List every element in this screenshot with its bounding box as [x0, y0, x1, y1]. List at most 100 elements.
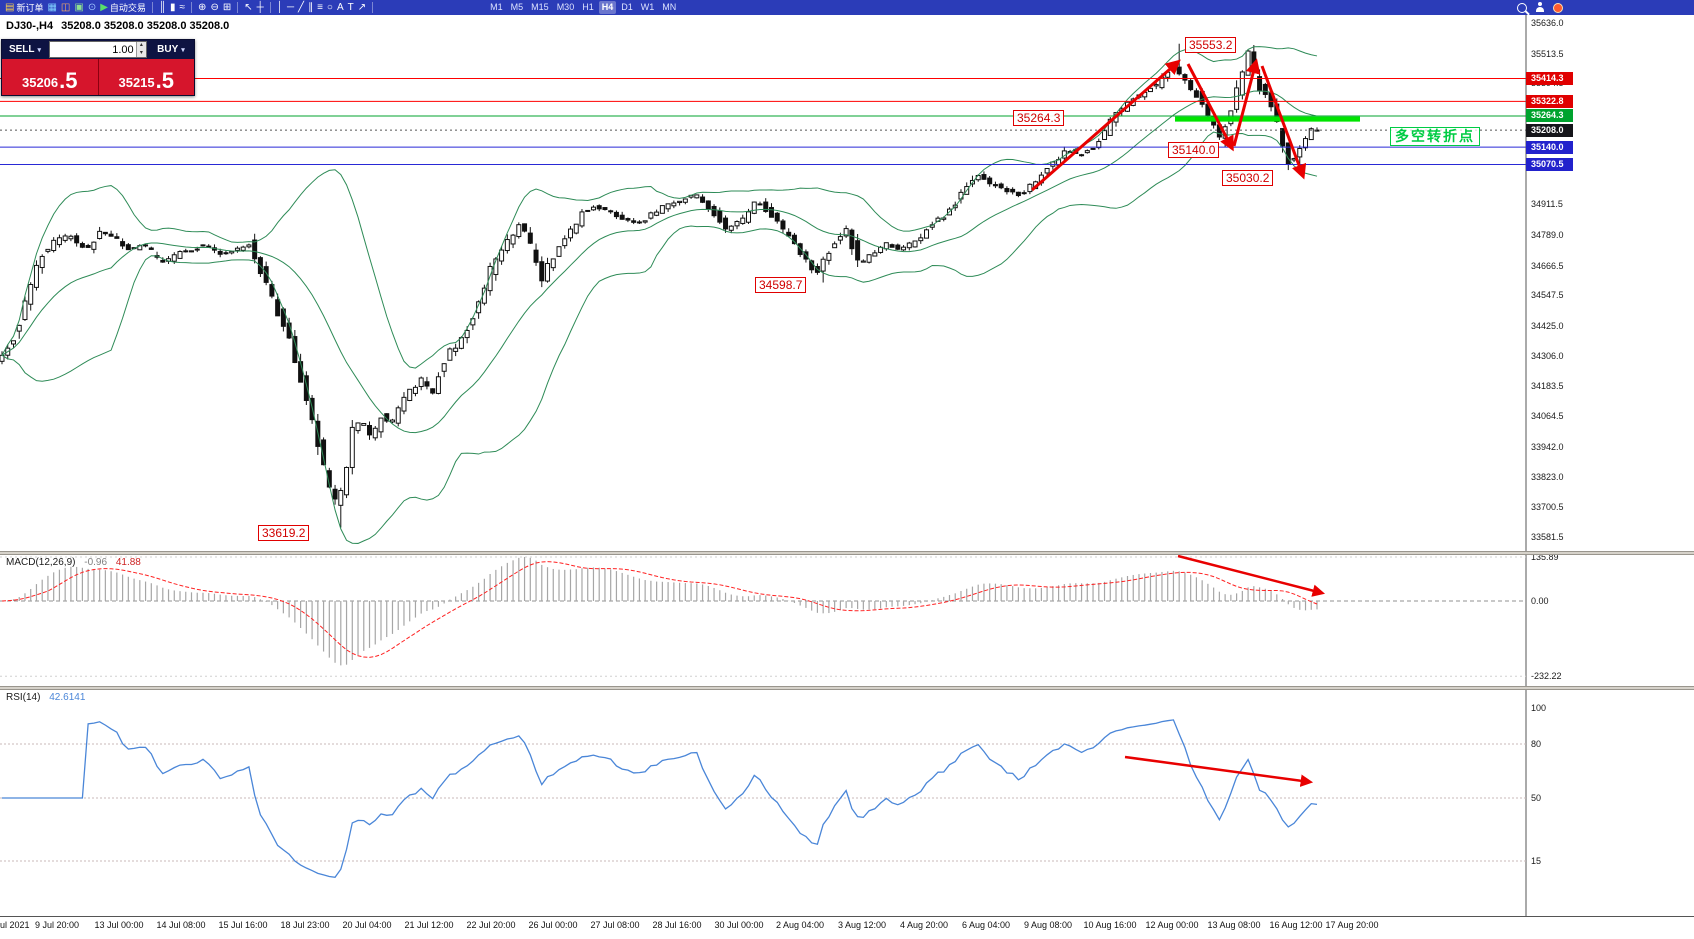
- timeframe-M15[interactable]: M15: [531, 2, 549, 12]
- candle-body: [1147, 87, 1153, 93]
- shapes-button[interactable]: ○: [327, 0, 333, 15]
- candle-body: [1182, 74, 1188, 81]
- market-watch-icon: ◫: [60, 2, 71, 13]
- time-axis-label: 21 Jul 12:00: [404, 920, 454, 930]
- candle-body: [671, 202, 677, 207]
- market-watch-button[interactable]: ◫: [61, 0, 70, 15]
- candle-body: [665, 203, 671, 210]
- candlestick-chart-button[interactable]: ▮: [170, 0, 176, 15]
- sell-button[interactable]: SELL ▾: [2, 40, 48, 59]
- candle-body: [740, 217, 746, 224]
- candle-body: [1153, 84, 1159, 87]
- timeframe-M1[interactable]: M1: [490, 2, 503, 12]
- auto-trading-button[interactable]: ▶ 自动交易: [100, 0, 146, 15]
- candle-body: [171, 254, 177, 262]
- candle-body: [206, 245, 212, 248]
- rsi-trend-arrow: [1124, 755, 1314, 787]
- chevron-down-icon: ▾: [37, 46, 42, 54]
- timeframe-D1[interactable]: D1: [621, 2, 633, 12]
- time-axis-label: 12 Aug 00:00: [1145, 920, 1199, 930]
- candle-body: [476, 301, 482, 314]
- candle-body: [33, 264, 39, 288]
- line-chart-button[interactable]: ≈: [180, 0, 186, 15]
- cursor-button[interactable]: ↖: [244, 0, 252, 15]
- timeframe-M5[interactable]: M5: [510, 2, 524, 12]
- chart-symbol: DJ30-,H4: [6, 20, 54, 32]
- candle-body: [545, 263, 551, 282]
- candle-body: [1027, 183, 1033, 193]
- time-axis-label: 27 Jul 08:00: [590, 920, 640, 930]
- timeframe-H4[interactable]: H4: [598, 1, 617, 14]
- crosshair-button[interactable]: ┼: [257, 0, 264, 15]
- candle-body: [389, 419, 395, 423]
- profile-icon[interactable]: [1535, 2, 1545, 13]
- bollinger-lower-band: [1, 131, 1318, 544]
- arrows-tool-button[interactable]: ↗: [358, 0, 366, 15]
- zoom-out-icon: ⊖: [210, 2, 219, 13]
- trendline-button[interactable]: ╱: [298, 0, 304, 15]
- new-order-icon: ▤: [5, 2, 15, 13]
- candle-body: [746, 211, 752, 223]
- horizontal-levels: [0, 15, 1527, 916]
- horizontal-line-icon: ─: [286, 2, 295, 13]
- text-label-button[interactable]: T: [348, 0, 354, 15]
- search-icon[interactable]: [1517, 2, 1527, 13]
- timeframe-H1[interactable]: H1: [582, 2, 594, 12]
- candle-body: [608, 210, 614, 213]
- candle-body: [1193, 90, 1199, 98]
- toolbar-separator: [269, 2, 271, 13]
- shapes-icon: ○: [326, 2, 333, 13]
- buy-price-button[interactable]: 35215 .5: [98, 59, 194, 95]
- candle-body: [901, 246, 907, 251]
- candle-body: [642, 220, 648, 223]
- zoom-out-button[interactable]: ⊖: [210, 0, 218, 15]
- new-order-button[interactable]: ▤ 新订单: [5, 0, 43, 15]
- volume-increase-button[interactable]: ▴: [136, 42, 146, 50]
- buy-button[interactable]: BUY ▾: [148, 40, 194, 59]
- equidistant-channel-button[interactable]: ∥: [308, 0, 313, 15]
- candle-body: [562, 238, 568, 247]
- macd-panel-separator[interactable]: [0, 551, 1694, 555]
- candle-body: [435, 376, 441, 394]
- time-axis-label: 20 Jul 04:00: [342, 920, 392, 930]
- candle-body: [1285, 142, 1291, 165]
- vertical-line-button[interactable]: │: [277, 0, 283, 15]
- sell-price-pips: .5: [59, 68, 78, 93]
- candle-body: [682, 198, 688, 203]
- volume-decrease-button[interactable]: ▾: [136, 49, 146, 57]
- text-button[interactable]: A: [337, 0, 344, 15]
- candle-body: [763, 201, 769, 212]
- timeframe-MN[interactable]: MN: [662, 2, 677, 12]
- rsi-panel-separator[interactable]: [0, 686, 1694, 690]
- data-window-button[interactable]: ▣: [74, 0, 83, 15]
- candle-body: [412, 386, 418, 394]
- horizontal-line-button[interactable]: ─: [287, 0, 294, 15]
- sell-price-button[interactable]: 35206 .5: [2, 59, 99, 95]
- bar-chart-button[interactable]: ║: [159, 0, 166, 15]
- candle-body: [401, 396, 407, 412]
- chart-window-button[interactable]: ▦: [47, 0, 56, 15]
- timeframe-M30[interactable]: M30: [556, 2, 575, 12]
- fibonacci-button[interactable]: ≡: [317, 0, 323, 15]
- chart-ohlc-values: 35208.0 35208.0 35208.0 35208.0: [61, 20, 230, 32]
- bollinger-upper-band: [1, 46, 1318, 369]
- notifications-badge[interactable]: [1553, 2, 1563, 13]
- volume-input[interactable]: [50, 42, 136, 57]
- time-axis[interactable]: ul 2021 9 Jul 20:00 13 Jul 00:00 14 Jul 08:…: [0, 916, 1694, 935]
- history-center-button[interactable]: ⊙: [88, 0, 96, 15]
- time-axis-label: 4 Aug 20:00: [899, 920, 949, 930]
- candle-body: [728, 225, 734, 231]
- candle-body: [872, 252, 878, 257]
- time-axis-label: 13 Aug 08:00: [1207, 920, 1261, 930]
- candle-body: [1004, 188, 1010, 193]
- zoom-in-button[interactable]: ⊕: [198, 0, 206, 15]
- buy-price-pips: .5: [155, 68, 174, 93]
- grid-button[interactable]: ⊞: [223, 0, 231, 15]
- crosshair-icon: ┼: [256, 2, 264, 13]
- candle-body: [958, 191, 964, 200]
- timeframe-W1[interactable]: W1: [640, 2, 655, 12]
- toolbar-separator: [237, 2, 239, 13]
- macd-indicator-label: MACD(12,26,9) -0.96 41.88: [6, 557, 141, 568]
